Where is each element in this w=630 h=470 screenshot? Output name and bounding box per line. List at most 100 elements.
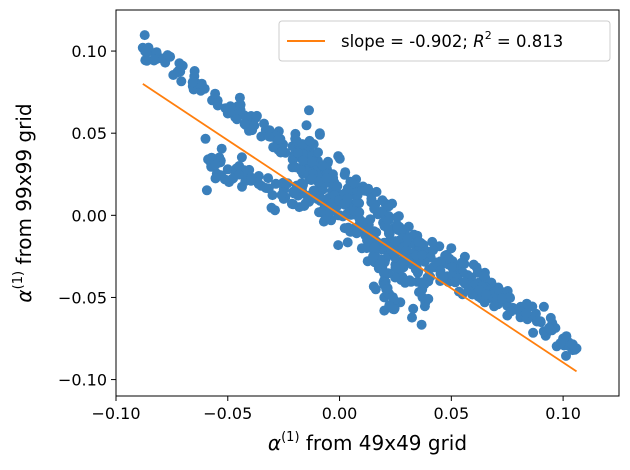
scatter-point xyxy=(274,134,284,144)
legend-label-r: R xyxy=(473,32,484,51)
scatter-point xyxy=(211,173,221,183)
scatter-point xyxy=(358,217,368,227)
scatter-point xyxy=(301,198,311,208)
scatter-point xyxy=(304,105,314,115)
scatter-point xyxy=(232,114,242,124)
y-axis-label-text: from 99x99 grid xyxy=(12,103,36,271)
scatter-point xyxy=(459,278,469,288)
x-tick-label: −0.05 xyxy=(203,404,252,423)
scatter-point xyxy=(140,30,150,40)
x-axis-ticks: −0.10 −0.05 0.00 0.05 0.10 xyxy=(91,396,580,423)
x-axis-label-superscript: (1) xyxy=(281,430,299,445)
scatter-point xyxy=(264,132,274,142)
scatter-point xyxy=(296,165,306,175)
scatter-point xyxy=(417,250,427,260)
y-tick-label: 0.05 xyxy=(71,124,107,143)
scatter-point xyxy=(497,293,507,303)
scatter-point xyxy=(305,136,315,146)
y-tick-label: 0.10 xyxy=(71,42,107,61)
scatter-point xyxy=(335,154,345,164)
scatter-point xyxy=(561,331,571,341)
scatter-point xyxy=(315,128,325,138)
scatter-point xyxy=(202,185,212,195)
scatter-point xyxy=(318,160,328,170)
scatter-point xyxy=(340,167,350,177)
scatter-point xyxy=(290,129,300,139)
scatter-point xyxy=(322,173,332,183)
x-tick-label: 0.05 xyxy=(434,404,470,423)
scatter-point xyxy=(489,301,499,311)
scatter-point xyxy=(188,77,198,87)
scatter-point xyxy=(481,289,491,299)
scatter-point xyxy=(506,307,516,317)
scatter-point xyxy=(252,111,262,121)
scatter-point xyxy=(354,207,364,217)
x-tick-label: −0.10 xyxy=(91,404,140,423)
scatter-point xyxy=(369,252,379,262)
x-tick-label: 0.00 xyxy=(322,404,358,423)
scatter-point xyxy=(176,76,186,86)
y-axis-ticks: −0.10 −0.05 0.00 0.05 0.10 xyxy=(58,42,116,390)
scatter-points xyxy=(138,30,582,361)
scatter-point xyxy=(263,173,273,183)
y-tick-label: 0.00 xyxy=(71,206,107,225)
scatter-point xyxy=(333,240,343,250)
scatter-point xyxy=(307,156,317,166)
scatter-point xyxy=(190,66,200,76)
scatter-point xyxy=(407,313,417,323)
scatter-point xyxy=(343,237,353,247)
scatter-point xyxy=(528,328,538,338)
scatter-point xyxy=(235,93,245,103)
scatter-point xyxy=(237,152,247,162)
scatter-point xyxy=(141,46,151,56)
legend-label-r-sup: 2 xyxy=(485,29,492,42)
scatter-point xyxy=(369,204,379,214)
scatter-point xyxy=(383,224,393,234)
scatter-point xyxy=(413,236,423,246)
x-axis-label: α(1) from 49x49 grid xyxy=(268,430,467,455)
scatter-point xyxy=(213,101,223,111)
scatter-point xyxy=(388,292,398,302)
y-tick-label: −0.10 xyxy=(58,371,107,390)
scatter-point xyxy=(343,194,353,204)
scatter-point xyxy=(277,190,287,200)
scatter-point xyxy=(479,271,489,281)
scatter-point xyxy=(332,181,342,191)
scatter-point xyxy=(544,324,554,334)
x-tick-label: 0.10 xyxy=(545,404,581,423)
legend-label: slope = -0.902; R2 = 0.813 xyxy=(341,29,563,51)
scatter-point xyxy=(277,147,287,157)
scatter-point xyxy=(408,304,418,314)
scatter-point xyxy=(270,205,280,215)
scatter-point xyxy=(393,222,403,232)
scatter-point xyxy=(168,70,178,80)
scatter-point xyxy=(298,156,308,166)
scatter-point xyxy=(546,313,556,323)
scatter-point xyxy=(423,294,433,304)
fit-line xyxy=(143,84,577,371)
scatter-point xyxy=(352,228,362,238)
scatter-point xyxy=(363,184,373,194)
x-axis-label-symbol: α xyxy=(268,431,281,455)
legend-label-suffix: = 0.813 xyxy=(492,32,564,51)
scatter-point xyxy=(535,316,545,326)
scatter-point xyxy=(539,302,549,312)
scatter-point xyxy=(201,134,211,144)
scatter-point xyxy=(450,277,460,287)
scatter-point xyxy=(369,282,379,292)
scatter-point xyxy=(343,223,353,233)
scatter-point xyxy=(427,237,437,247)
scatter-point xyxy=(302,120,312,130)
scatter-point xyxy=(384,201,394,211)
scatter-chart: −0.10 −0.05 0.00 0.05 0.10 −0.10 −0.05 0.00 0.0… xyxy=(0,0,630,470)
scatter-point xyxy=(381,284,391,294)
legend: slope = -0.902; R2 = 0.813 xyxy=(279,21,610,61)
y-axis-label: α(1) from 99x99 grid xyxy=(11,103,36,302)
scatter-point xyxy=(403,234,413,244)
scatter-point xyxy=(261,183,271,193)
scatter-point xyxy=(234,170,244,180)
scatter-point xyxy=(287,199,297,209)
y-tick-label: −0.05 xyxy=(58,288,107,307)
scatter-point xyxy=(165,52,175,62)
scatter-point xyxy=(246,176,256,186)
